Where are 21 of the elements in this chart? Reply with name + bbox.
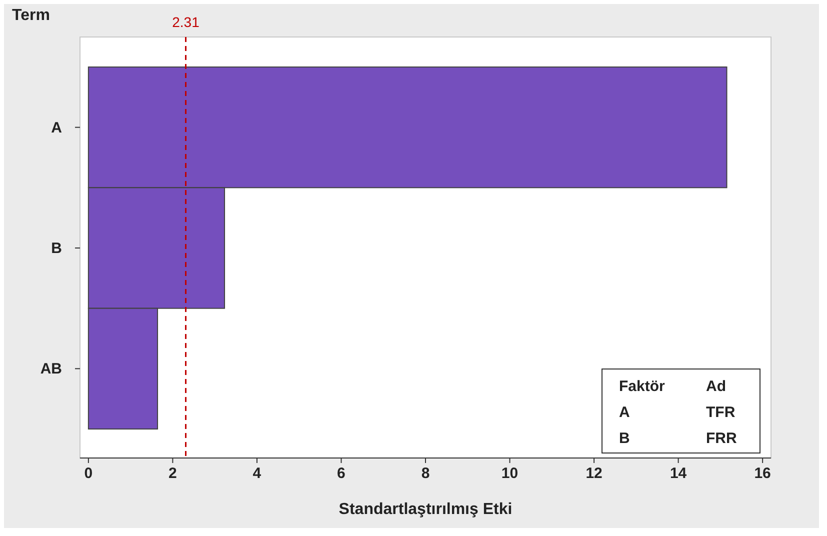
x-tick-label: 16	[754, 465, 771, 482]
annotation: B	[619, 430, 630, 447]
y-tick-label: AB	[40, 360, 62, 378]
x-tick-label: 2	[168, 465, 177, 482]
x-axis-title: Standartlaştırılmış Etki	[338, 501, 512, 518]
annotation: Ad	[706, 378, 726, 395]
annotation: A	[619, 404, 630, 421]
x-tick-label: 4	[252, 465, 262, 482]
x-tick-label: 10	[501, 465, 518, 482]
x-tick-label: 0	[84, 465, 93, 482]
y-tick-label: A	[51, 119, 62, 136]
annotation: TFR	[706, 404, 736, 421]
annotation: FRR	[706, 430, 737, 447]
ref-line-label: 2.31	[172, 14, 200, 30]
x-tick-label: 14	[670, 465, 688, 482]
x-tick-label: 6	[337, 465, 346, 482]
annotation: Faktör	[619, 378, 666, 395]
x-tick-label: 12	[586, 465, 602, 482]
y-tick-label: B	[51, 240, 62, 257]
x-tick-label: 8	[421, 465, 430, 482]
y-axis-title: Term	[12, 7, 50, 24]
